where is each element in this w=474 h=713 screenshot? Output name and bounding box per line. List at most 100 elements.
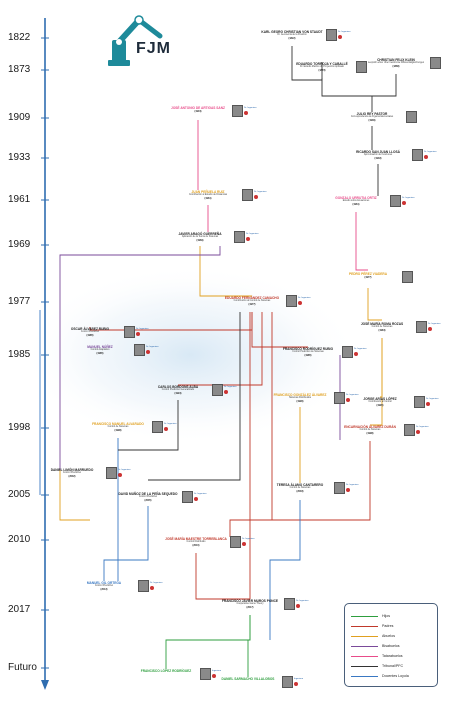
degree-tag: Dr. Ingeniero	[246, 233, 259, 235]
person-name: JUAN PEÑUELA RUIZ	[191, 190, 225, 194]
person-node[interactable]: CHRISTIAN FELIX KLEIN Leopold Lehrer Über…	[364, 58, 428, 68]
degree-tag: Dr. Ingeniero	[402, 197, 415, 199]
person-name: MANUEL GIL ORTEGA	[86, 581, 122, 585]
degree-tag: Ingeniero	[294, 678, 304, 680]
thesis-year: (1977)	[364, 276, 372, 279]
logo-robot-arm-icon	[108, 15, 163, 66]
portrait-photo	[138, 580, 149, 592]
lineage-connector	[291, 46, 323, 81]
person-node[interactable]: FRANCISCO MANUEL ALVARADO Control de Sist…	[86, 422, 150, 432]
person-node[interactable]: MANUEL GIL ORTEGA Control Predictivo (2013…	[72, 581, 136, 591]
portrait-photo	[124, 326, 135, 338]
legend-swatch	[351, 616, 378, 617]
person-name: OSCAR ÁLVAREZ RUBIO	[70, 327, 110, 331]
degree-tag: Dr. Ingeniero	[136, 328, 149, 330]
person-node[interactable]: FRANCISCO GONZÁLEZ ÁLVAREZ Sistemas Distr…	[268, 393, 332, 403]
lineage-connector	[250, 441, 371, 521]
person-node[interactable]: MANUEL NÚÑEZ Control Adaptativo (1985)	[68, 345, 132, 355]
person-name: FRANCISCO RODRÍGUEZ RUBIO	[282, 347, 334, 351]
portrait-photo	[342, 346, 353, 358]
thesis-year: (1909)	[368, 118, 376, 122]
degree-tag: Dr. Ingeniero	[224, 386, 237, 388]
person-node[interactable]: FRANCISCO LÓPEZ RODRÍGUEZ	[134, 669, 198, 673]
legend-swatch	[351, 626, 378, 627]
degree-tag: Dr. Ingeniero	[346, 394, 359, 396]
person-name: FRANCISCO GONZÁLEZ ÁLVAREZ	[273, 393, 327, 397]
portrait-photo	[326, 29, 337, 41]
portrait-photo	[430, 57, 441, 69]
person-node[interactable]: ENCARNACIÓN ÁLVAREZ DURÁN Control de Sist…	[338, 425, 402, 435]
lineage-connector	[59, 246, 221, 470]
portrait-photo	[416, 321, 427, 333]
degree-tag: Dr. Ingeniero	[194, 493, 207, 495]
person-node[interactable]: JOSÉ MARÍA MAESTRE TORREBLANCA Control Di…	[164, 537, 228, 547]
person-node[interactable]: JOSÉ MARÍA ROMA ROZAS Control de Sistemas…	[350, 322, 414, 332]
degree-tag: Dr. Ingeniero	[424, 151, 437, 153]
portrait-photo	[134, 344, 145, 356]
lineage-connector	[367, 288, 382, 321]
university-seal-icon	[194, 497, 198, 501]
portrait-photo	[334, 482, 345, 494]
person-node[interactable]: FRANCISCO RODRÍGUEZ RUBIO Control Predict…	[276, 347, 340, 357]
person-node[interactable]: JORGE ARIAS LÓPEZ Contribución al Control…	[348, 397, 412, 407]
person-node[interactable]: TERESA ÁLAMO CANTARERO Control de Sistema…	[268, 483, 332, 493]
university-seal-icon	[424, 155, 428, 159]
thesis-title: Contribución al Estudio de Distancias	[188, 194, 228, 196]
degree-tag: Dr. Ingeniero	[298, 297, 311, 299]
person-node[interactable]: RICARDO SAN JUAN LLOSÁ Aproximación de Fu…	[346, 150, 410, 160]
person-node[interactable]: DANIEL SARMACHO VILLALOBOS	[216, 677, 280, 681]
thesis-year: (2003)	[296, 489, 304, 493]
thesis-title: Leopold Lehrer Über bestimmte Differenti…	[367, 62, 425, 64]
person-name: DAVID MUÑOZ DE LA PEÑA SEQUEDO	[118, 492, 178, 496]
portrait-photo	[334, 392, 345, 404]
university-seal-icon	[146, 350, 150, 354]
thesis-year: (1984)	[378, 328, 386, 332]
degree-tag: Dr. Ingeniero	[254, 191, 267, 193]
thesis-year: (1985)	[86, 333, 94, 337]
legend-label: Padres	[382, 624, 394, 628]
person-name: JAVIER ARAGÓ GUERREÑA	[178, 232, 222, 236]
person-node[interactable]: JULIO REY PASTOR Correspondencia de Figur…	[340, 112, 404, 122]
portrait-photo	[230, 536, 241, 548]
portrait-photo	[212, 384, 223, 396]
person-node[interactable]: EDUARDO TORROJA Y CABALLÉ Dr. Estudio Mét…	[290, 62, 354, 72]
thesis-year: (1961)	[204, 196, 212, 200]
university-seal-icon	[346, 488, 350, 492]
person-name: FRANCISCO LÓPEZ RODRÍGUEZ	[140, 669, 192, 673]
thesis-year: (1998)	[114, 428, 122, 432]
person-node[interactable]: FRANCISCO JAVIER MUROS PONCE Cooperative …	[218, 599, 282, 609]
thesis-year: (1969)	[196, 238, 204, 242]
person-node[interactable]: GONZALO URRUTIA ORTIZ Estudio sobre Ecuac…	[324, 196, 388, 206]
lineage-connector	[355, 212, 368, 271]
person-name: EDUARDO TORROJA Y CABALLÉ	[296, 62, 348, 66]
person-node[interactable]: PEDRO PÉREZ VIADERA (1977)	[336, 272, 400, 279]
person-node[interactable]: JUAN PEÑUELA RUIZ Contribución al Estudio…	[176, 190, 240, 200]
legend-label: Tatarabuelos	[382, 654, 403, 658]
person-node[interactable]: JOSÉ ANTONIO DE ARTIGAS SANZ (1904)	[166, 106, 230, 113]
lineage-connector	[103, 506, 149, 581]
university-seal-icon	[246, 237, 250, 241]
person-node[interactable]: JAVIER ARAGÓ GUERREÑA Aplicación de la Te…	[168, 232, 232, 242]
thesis-year: (1961)	[352, 202, 360, 206]
person-node[interactable]: CARLOS BORDONS ALBA Control Predictivo Ge…	[146, 385, 210, 395]
legend-label: Tribunal/PFC	[382, 664, 404, 668]
legend-swatch	[351, 656, 378, 657]
degree-tag: Dr. Ingeniero	[354, 348, 367, 350]
university-seal-icon	[212, 674, 216, 678]
year-label: 1977	[8, 296, 31, 307]
person-name: RICARDO SAN JUAN LLOSÁ	[356, 150, 400, 154]
thesis-title: Control de Sistemas	[107, 426, 129, 428]
year-label: 1933	[8, 152, 31, 163]
university-seal-icon	[164, 427, 168, 431]
lineage-connector	[251, 312, 308, 348]
person-node[interactable]: DANIEL LIMÓN MARRUEDO Control Predictivo(…	[40, 468, 104, 478]
person-node[interactable]: EDUARDO FERNÁNDEZ CAMACHO Contribución al…	[220, 296, 284, 306]
person-node[interactable]: KARL GEORG CHRISTIAN VON STAUDT Dr. Geome…	[260, 30, 324, 40]
person-node[interactable]: DAVID MUÑOZ DE LA PEÑA SEQUEDO Control Pr…	[116, 492, 180, 502]
university-seal-icon	[118, 473, 122, 477]
degree-tag: Dr. Ingeniero	[296, 600, 309, 602]
legend: Hijos Padres Abuelos Bisabuelos Tatarabuelos…	[344, 603, 438, 687]
degree-tag: Dr. Ingeniero	[118, 469, 131, 471]
degree-tag: Dr. Ingeniero	[416, 426, 429, 428]
person-node[interactable]: OSCAR ÁLVAREZ RUBIO Control Predictivo (19…	[58, 327, 122, 337]
